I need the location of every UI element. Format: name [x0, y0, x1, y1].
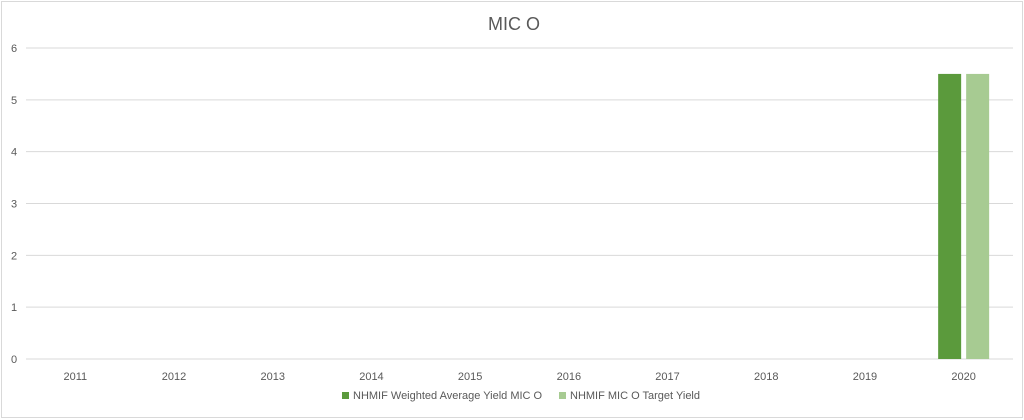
x-tick-label: 2015 — [458, 371, 482, 383]
x-tick-label: 2012 — [162, 371, 186, 383]
legend-swatch — [342, 392, 349, 399]
x-tick-label: 2020 — [951, 371, 975, 383]
x-tick-label: 2011 — [64, 371, 88, 383]
bar-target-2020 — [966, 73, 990, 360]
bars — [938, 73, 990, 360]
y-tick-label: 4 — [11, 147, 17, 159]
legend: NHMIF Weighted Average Yield MIC O NHMIF … — [342, 390, 700, 402]
x-tick-label: 2019 — [853, 371, 877, 383]
y-tick-label: 2 — [11, 250, 17, 262]
x-tick-label: 2014 — [359, 371, 383, 383]
x-axis: 2011 2012 2013 2014 2015 2016 2017 2018 2019 2020 — [64, 371, 976, 383]
x-tick-label: 2018 — [754, 371, 778, 383]
chart-title: MIC O — [488, 14, 540, 34]
y-tick-label: 6 — [11, 43, 17, 55]
y-axis: 0 1 2 3 4 5 6 — [11, 43, 17, 366]
legend-label: NHMIF Weighted Average Yield MIC O — [353, 390, 543, 402]
x-tick-label: 2013 — [261, 371, 285, 383]
x-tick-label: 2016 — [557, 371, 581, 383]
y-tick-label: 0 — [11, 354, 17, 366]
bar-weighted-average-2020 — [938, 73, 962, 360]
y-tick-label: 5 — [11, 95, 17, 107]
y-tick-label: 1 — [11, 302, 17, 314]
legend-label: NHMIF MIC O Target Yield — [570, 390, 700, 402]
y-tick-label: 3 — [11, 199, 17, 211]
legend-swatch — [559, 392, 566, 399]
grid-layer — [26, 47, 1013, 360]
x-tick-label: 2017 — [655, 371, 679, 383]
